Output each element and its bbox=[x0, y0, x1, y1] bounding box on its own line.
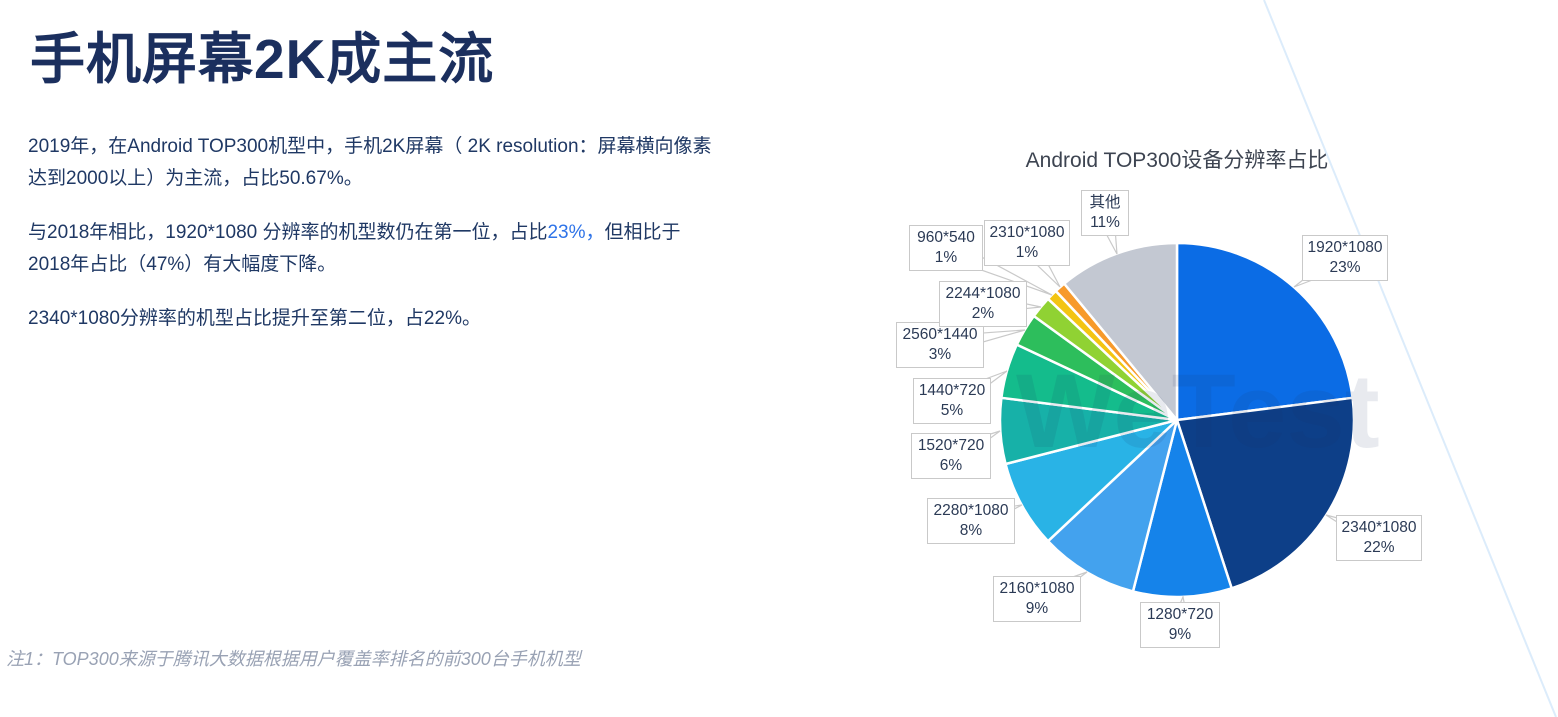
footnote: 注1：TOP300来源于腾讯大数据根据用户覆盖率排名的前300台手机机型 bbox=[6, 649, 581, 669]
paragraph-2-text-after: 但相比于 bbox=[604, 222, 681, 243]
pie-callout-2160*1080: 2160*1080 9% bbox=[993, 576, 1081, 622]
pie-callout-value: 23% bbox=[1329, 259, 1361, 276]
pie-callout-1440*720: 1440*720 5% bbox=[913, 378, 991, 424]
page-title: 手机屏幕2K成主流 bbox=[30, 28, 495, 90]
paragraph-2-text: 与2018年相比，1920*1080 分辨率的机型数仍在第一位，占比 bbox=[28, 222, 548, 243]
pie-callout-value: 22% bbox=[1363, 539, 1395, 556]
highlight-23-percent: 23%， bbox=[547, 222, 605, 243]
pie-callout-title: 其他 bbox=[1089, 194, 1121, 211]
pie-callout-value: 9% bbox=[1025, 600, 1049, 617]
pie-callout-title: 2244*1080 bbox=[945, 285, 1021, 302]
pie-callout-title: 960*540 bbox=[917, 229, 975, 246]
paragraph-1: 2019年，在Android TOP300机型中，手机2K屏幕（ 2K reso… bbox=[28, 131, 758, 195]
pie-callout-2560*1440: 2560*1440 3% bbox=[896, 322, 984, 368]
pie-callout-960*540: 960*540 1% bbox=[909, 225, 983, 271]
pie-callout-value: 1% bbox=[1015, 244, 1039, 261]
pie-callout-1280*720: 1280*720 9% bbox=[1140, 602, 1220, 648]
paragraph-2-line-2: 2018年占比（47%）有大幅度下降。 bbox=[28, 254, 337, 275]
pie-callout-1520*720: 1520*720 6% bbox=[911, 433, 991, 479]
pie-callout-value: 9% bbox=[1168, 626, 1192, 643]
pie-callout-其他: 其他 11% bbox=[1081, 190, 1129, 236]
pie-callout-value: 8% bbox=[959, 522, 983, 539]
body-text: 2019年，在Android TOP300机型中，手机2K屏幕（ 2K reso… bbox=[28, 131, 758, 357]
pie-callout-2310*1080: 2310*1080 1% bbox=[984, 220, 1070, 266]
paragraph-1-line-1: 2019年，在Android TOP300机型中，手机2K屏幕（ 2K reso… bbox=[28, 136, 712, 157]
pie-callout-title: 2280*1080 bbox=[933, 502, 1009, 519]
pie-callout-2280*1080: 2280*1080 8% bbox=[927, 498, 1015, 544]
paragraph-2-line-1: 与2018年相比，1920*1080 分辨率的机型数仍在第一位，占比23%，但相… bbox=[28, 222, 681, 243]
pie-callout-value: 3% bbox=[928, 346, 952, 363]
pie-callout-title: 2340*1080 bbox=[1341, 519, 1417, 536]
pie-callout-value: 2% bbox=[971, 305, 995, 322]
pie-callout-value: 5% bbox=[940, 402, 964, 419]
pie-callout-2244*1080: 2244*1080 2% bbox=[939, 281, 1027, 327]
chart-title: Android TOP300设备分辨率占比 bbox=[1025, 149, 1329, 172]
paragraph-2: 与2018年相比，1920*1080 分辨率的机型数仍在第一位，占比23%，但相… bbox=[28, 217, 758, 281]
paragraph-1-line-2: 达到2000以上）为主流，占比50.67%。 bbox=[28, 168, 363, 189]
pie-callout-2340*1080: 2340*1080 22% bbox=[1336, 515, 1422, 561]
pie-callout-value: 1% bbox=[934, 249, 958, 266]
pie-callout-title: 2310*1080 bbox=[989, 224, 1065, 241]
pie-callout-title: 2160*1080 bbox=[999, 580, 1075, 597]
pie-callout-value: 6% bbox=[939, 457, 963, 474]
pie-callout-1920*1080: 1920*1080 23% bbox=[1302, 235, 1388, 281]
pie-callout-title: 1920*1080 bbox=[1307, 239, 1383, 256]
pie-callout-title: 1280*720 bbox=[1146, 606, 1214, 623]
pie-callout-title: 1520*720 bbox=[917, 437, 985, 454]
paragraph-3: 2340*1080分辨率的机型占比提升至第二位，占22%。 bbox=[28, 308, 481, 329]
pie-callout-value: 11% bbox=[1090, 214, 1120, 231]
pie-callout-title: 2560*1440 bbox=[902, 326, 978, 343]
decor-diagonal-line bbox=[1263, 0, 1557, 717]
pie-callout-title: 1440*720 bbox=[918, 382, 986, 399]
